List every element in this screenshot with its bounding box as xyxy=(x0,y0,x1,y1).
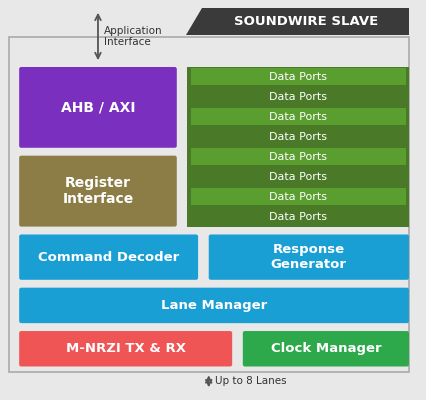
Text: Register
Interface: Register Interface xyxy=(62,176,134,206)
Text: Data Ports: Data Ports xyxy=(269,132,327,142)
FancyBboxPatch shape xyxy=(209,234,409,280)
Text: Application
Interface: Application Interface xyxy=(104,26,163,47)
Text: AHB / AXI: AHB / AXI xyxy=(61,100,135,114)
Bar xyxy=(191,68,406,86)
FancyBboxPatch shape xyxy=(19,67,177,148)
FancyBboxPatch shape xyxy=(19,156,177,227)
Bar xyxy=(191,208,406,225)
FancyBboxPatch shape xyxy=(19,331,232,366)
Bar xyxy=(187,67,409,227)
Text: Up to 8 Lanes: Up to 8 Lanes xyxy=(215,376,287,386)
Bar xyxy=(9,38,409,372)
Polygon shape xyxy=(187,8,409,36)
Text: Data Ports: Data Ports xyxy=(269,172,327,182)
FancyBboxPatch shape xyxy=(19,234,198,280)
Bar xyxy=(191,168,406,185)
Text: Response
Generator: Response Generator xyxy=(271,243,347,271)
Bar xyxy=(191,148,406,165)
Bar xyxy=(191,188,406,205)
Text: Data Ports: Data Ports xyxy=(269,212,327,222)
Text: Lane Manager: Lane Manager xyxy=(161,299,267,312)
Text: Command Decoder: Command Decoder xyxy=(38,251,179,264)
Text: Clock Manager: Clock Manager xyxy=(271,342,381,355)
Bar xyxy=(191,88,406,106)
Text: Data Ports: Data Ports xyxy=(269,92,327,102)
Bar xyxy=(191,128,406,145)
Text: Data Ports: Data Ports xyxy=(269,112,327,122)
FancyBboxPatch shape xyxy=(243,331,409,366)
FancyBboxPatch shape xyxy=(19,288,409,323)
Text: Data Ports: Data Ports xyxy=(269,72,327,82)
Text: SOUNDWIRE SLAVE: SOUNDWIRE SLAVE xyxy=(233,15,378,28)
Bar xyxy=(191,108,406,125)
Text: Data Ports: Data Ports xyxy=(269,192,327,202)
Text: Data Ports: Data Ports xyxy=(269,152,327,162)
Text: M-NRZI TX & RX: M-NRZI TX & RX xyxy=(66,342,186,355)
